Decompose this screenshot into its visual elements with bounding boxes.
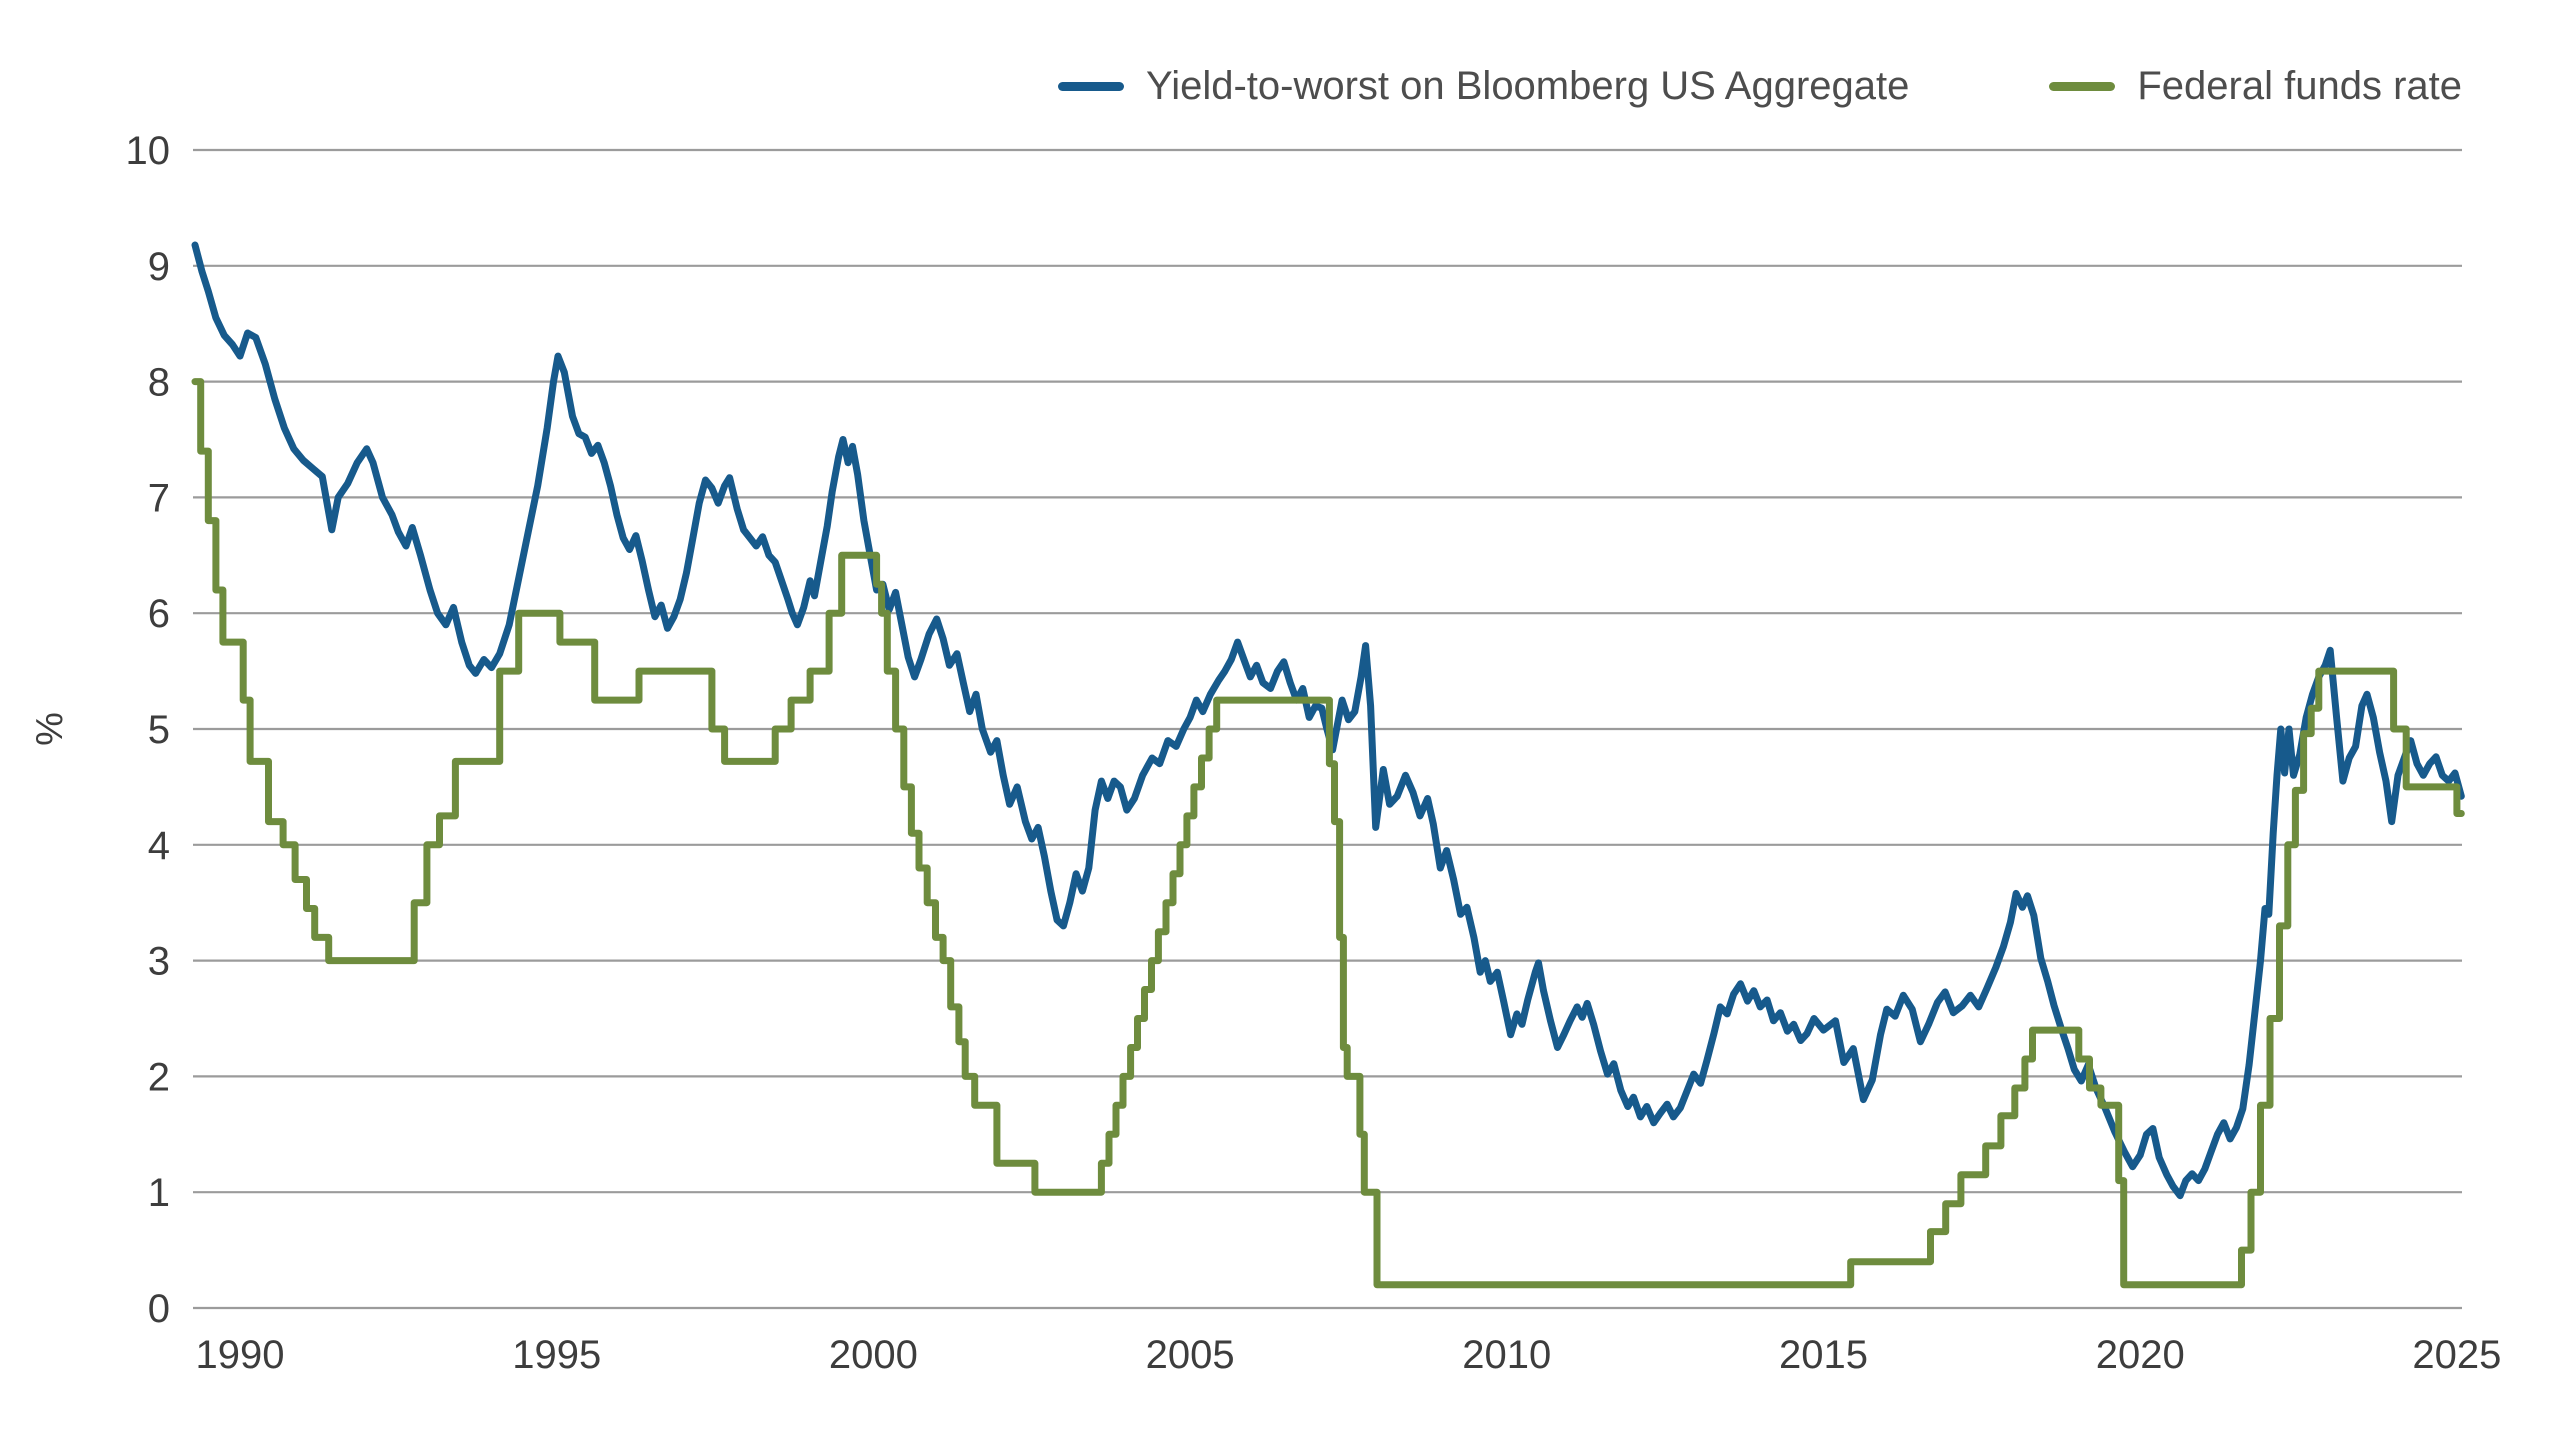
x-tick-label-2000: 2000 [829, 1333, 918, 1377]
y-tick-label-5: 5 [148, 708, 170, 752]
y-tick-label-9: 9 [148, 245, 170, 289]
series-line-ytw [191, 241, 2465, 1200]
legend-item-ffr: Federal funds rate [2049, 64, 2462, 109]
ytw-series-swatch-icon [1058, 82, 1124, 91]
legend-label-ytw: Yield-to-worst on Bloomberg US Aggregate [1146, 64, 1910, 108]
legend-item-ytw: Yield-to-worst on Bloomberg US Aggregate [1058, 64, 1909, 109]
x-tick-label-2010: 2010 [1462, 1333, 1551, 1377]
legend-label-ffr: Federal funds rate [2137, 64, 2462, 108]
y-tick-label-6: 6 [148, 592, 170, 636]
chart-legend: Yield-to-worst on Bloomberg US Aggregate… [1058, 64, 2462, 109]
x-tick-label-2015: 2015 [1779, 1333, 1868, 1377]
y-axis-unit-label: % [29, 712, 71, 746]
ffr-series-swatch-icon [2049, 82, 2116, 91]
y-tick-label-0: 0 [148, 1287, 170, 1331]
y-tick-label-7: 7 [148, 476, 170, 520]
x-tick-label-2005: 2005 [1146, 1333, 1235, 1377]
x-tick-label-2020: 2020 [2096, 1333, 2185, 1377]
y-tick-label-2: 2 [148, 1055, 170, 1099]
series-line-ffr [191, 378, 2465, 1289]
y-tick-label-3: 3 [148, 940, 170, 984]
x-tick-label-1995: 1995 [512, 1333, 601, 1377]
y-tick-label-10: 10 [126, 129, 171, 173]
y-tick-label-1: 1 [148, 1171, 170, 1215]
y-tick-label-4: 4 [148, 824, 170, 868]
y-tick-label-8: 8 [148, 361, 170, 405]
x-tick-label-2025: 2025 [2412, 1333, 2501, 1377]
x-tick-label-1990: 1990 [196, 1333, 285, 1377]
